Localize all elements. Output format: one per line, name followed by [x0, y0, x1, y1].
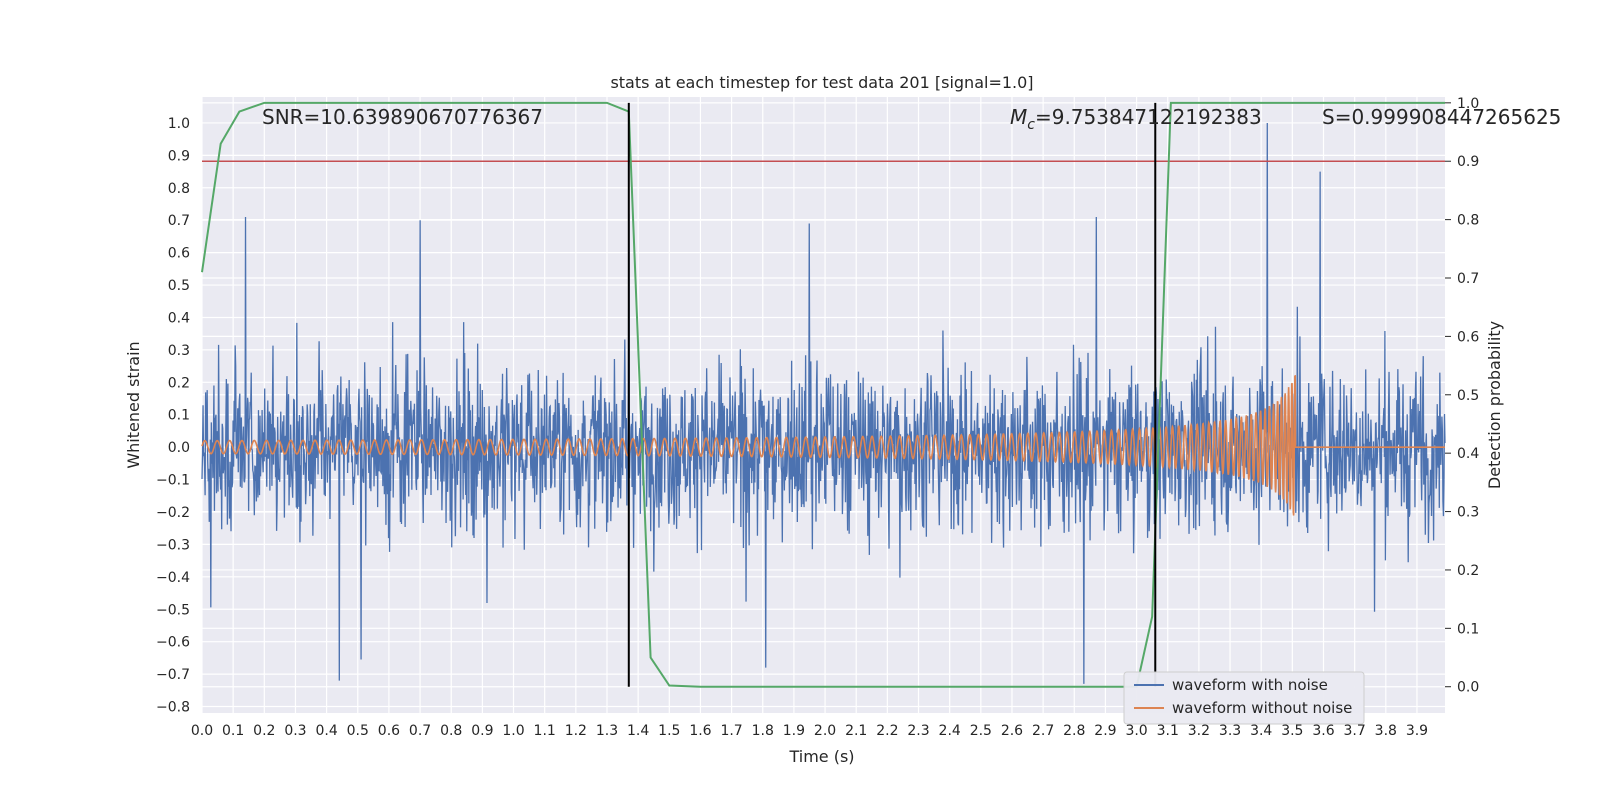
x-tick-label: 0.3: [284, 723, 306, 739]
y-tick-label: 1.0: [168, 116, 190, 132]
legend-label-clean: waveform without noise: [1172, 699, 1352, 717]
y-tick-label: 0.4: [168, 310, 190, 326]
y-tick-label: 0.6: [168, 246, 190, 262]
x-tick-label: 1.7: [720, 723, 742, 739]
y-tick-label: −0.4: [156, 570, 190, 586]
y-axis-ticks: 1.0 0.9 0.8 0.7 0.6 0.5 0.4 0.3 0.2 0.1 0.0 −0.1 −0.…: [156, 116, 190, 716]
y-tick-label: 0.0: [168, 440, 190, 456]
x-tick-label: 1.4: [627, 723, 649, 739]
legend: waveform with noise waveform without noi…: [1123, 671, 1365, 725]
y2-tick-label: 0.9: [1457, 154, 1479, 170]
chart-title: stats at each timestep for test data 201…: [610, 73, 1033, 92]
y2-tick-label: 1.0: [1457, 96, 1479, 112]
y-tick-label: −0.2: [156, 505, 190, 521]
x-tick-label: 1.9: [783, 723, 805, 739]
x-tick-label: 0.5: [347, 723, 369, 739]
x-axis-ticks: 0.0 0.1 0.2 0.3 0.4 0.5 0.6 0.7 0.8 0.9 1.0 1.1 1.2 1…: [191, 723, 1428, 739]
x-tick-label: 2.9: [1094, 723, 1116, 739]
x-tick-label: 3.3: [1219, 723, 1241, 739]
chirp-mass-value: =9.753847122192383: [1035, 105, 1262, 129]
y-tick-label: 0.1: [168, 408, 190, 424]
y-tick-label: −0.1: [156, 473, 190, 489]
x-tick-label: 0.7: [409, 723, 431, 739]
legend-label-noise: waveform with noise: [1172, 676, 1328, 694]
y-tick-label: 0.2: [168, 375, 190, 391]
x-tick-label: 2.8: [1063, 723, 1085, 739]
x-tick-label: 2.2: [876, 723, 898, 739]
x-tick-label: 0.6: [378, 723, 400, 739]
y-tick-label: 0.5: [168, 278, 190, 294]
legend-box: [1123, 671, 1365, 725]
x-tick-label: 3.5: [1281, 723, 1303, 739]
x-tick-label: 3.0: [1125, 723, 1147, 739]
y2-tick-label: 0.2: [1457, 563, 1479, 579]
x-tick-label: 3.1: [1157, 723, 1179, 739]
y-tick-label: −0.8: [156, 700, 190, 716]
y2-tick-label: 0.4: [1457, 446, 1479, 462]
series-layer: [201, 101, 1446, 688]
x-tick-label: 0.4: [315, 723, 337, 739]
x-tick-label: 0.1: [222, 723, 244, 739]
x-tick-label: 1.0: [502, 723, 524, 739]
y2-tick-label: 0.7: [1457, 271, 1479, 287]
y2-tick-label: 0.6: [1457, 329, 1479, 345]
x-tick-label: 2.7: [1032, 723, 1054, 739]
x-tick-label: 0.8: [440, 723, 462, 739]
x-tick-label: 1.6: [689, 723, 711, 739]
x-tick-label: 3.6: [1312, 723, 1334, 739]
x-tick-label: 1.5: [658, 723, 680, 739]
x-tick-label: 3.2: [1188, 723, 1210, 739]
series-detection-probability: [201, 101, 1445, 688]
x-tick-label: 2.4: [939, 723, 961, 739]
y2-axis-ticks: 1.0 0.9 0.8 0.7 0.6 0.5 0.4 0.3 0.2 0.1 0.0: [1445, 96, 1479, 696]
x-tick-label: 2.0: [814, 723, 836, 739]
y-tick-label: 0.9: [168, 148, 190, 164]
x-tick-label: 1.1: [534, 723, 556, 739]
y2-tick-label: 0.5: [1457, 388, 1479, 404]
y-tick-label: −0.7: [156, 667, 190, 683]
x-tick-label: 3.4: [1250, 723, 1272, 739]
y2-tick-label: 0.1: [1457, 621, 1479, 637]
x-tick-label: 3.7: [1344, 723, 1366, 739]
y2-axis-label: Detection probability: [1485, 321, 1504, 489]
plot-background: [202, 97, 1445, 713]
y-tick-label: 0.8: [168, 181, 190, 197]
y2-tick-label: 0.0: [1457, 680, 1479, 696]
chirp-mass-symbol: M: [1010, 105, 1027, 129]
x-tick-label: 1.3: [596, 723, 618, 739]
x-tick-label: 0.0: [191, 723, 213, 739]
y-tick-label: −0.5: [156, 602, 190, 618]
y-tick-label: 0.3: [168, 343, 190, 359]
y-axis-label: Whitened strain: [124, 341, 143, 468]
y-tick-label: 0.7: [168, 213, 190, 229]
x-tick-label: 1.8: [752, 723, 774, 739]
snr-annotation: SNR=10.639890670776367: [262, 105, 543, 129]
x-tick-label: 2.3: [907, 723, 929, 739]
x-tick-label: 0.9: [471, 723, 493, 739]
x-tick-label: 3.9: [1406, 723, 1428, 739]
s-annotation: S=0.999908447265625: [1322, 105, 1561, 129]
x-tick-label: 2.6: [1001, 723, 1023, 739]
x-tick-label: 2.1: [845, 723, 867, 739]
x-tick-label: 0.2: [253, 723, 275, 739]
chirp-mass-annotation: Mc=9.753847122192383: [1010, 105, 1262, 133]
x-tick-label: 3.8: [1375, 723, 1397, 739]
y2-tick-label: 0.8: [1457, 213, 1479, 229]
x-tick-label: 1.2: [565, 723, 587, 739]
series-waveform-without-noise: [201, 374, 1445, 516]
x-axis-label: Time (s): [788, 747, 854, 766]
x-tick-label: 2.5: [970, 723, 992, 739]
chirp-mass-subscript: c: [1027, 117, 1035, 133]
y-tick-label: −0.6: [156, 635, 190, 651]
y-tick-label: −0.3: [156, 537, 190, 553]
y2-tick-label: 0.3: [1457, 505, 1479, 521]
